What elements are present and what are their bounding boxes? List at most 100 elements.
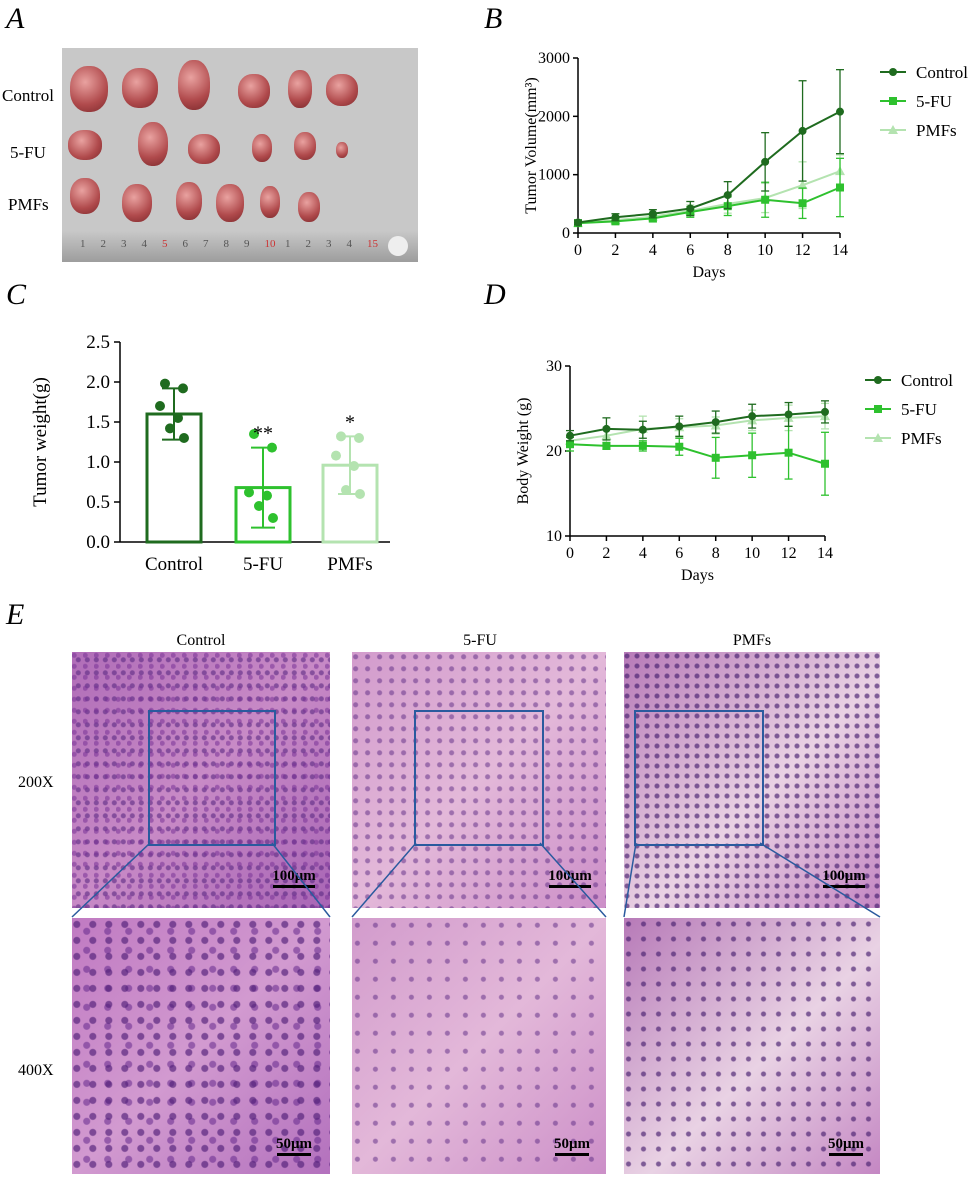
data-point xyxy=(711,453,720,462)
ruler-number: 9 xyxy=(244,238,250,250)
data-point xyxy=(267,442,277,453)
tumor-volume-chart: 0 1000 2000 3000 0 2 4 6 8 10 12 14 Days Tumor Volume… xyxy=(523,50,968,281)
data-point xyxy=(566,431,574,440)
data-point xyxy=(165,423,175,434)
series-line xyxy=(569,415,826,442)
y-tick-label: 1.5 xyxy=(86,412,110,433)
histology-control-400x: 50μm xyxy=(72,918,330,1174)
data-point xyxy=(798,126,807,135)
data-point xyxy=(836,183,844,192)
x-tick-label: 10 xyxy=(744,545,760,562)
panel-label-d: D xyxy=(484,278,506,311)
y-tick-label: 1000 xyxy=(538,167,570,184)
data-point xyxy=(888,125,898,134)
x-tick-label: PMFs xyxy=(327,554,372,575)
zoom-connector-lines xyxy=(71,842,881,918)
data-point xyxy=(821,407,829,416)
legend-label: 5-FU xyxy=(901,400,937,419)
x-tick-label: Control xyxy=(145,554,203,575)
x-tick-label: 10 xyxy=(757,242,773,259)
legend-label: PMFs xyxy=(901,429,942,448)
data-point xyxy=(874,405,882,413)
legend-label: PMFs xyxy=(916,121,957,140)
photo-row-label-pmfs: PMFs xyxy=(8,195,49,214)
y-tick-label: 10 xyxy=(546,528,562,545)
zoom-box xyxy=(634,710,764,846)
x-tick-label: 14 xyxy=(832,242,848,259)
y-tick-label: 20 xyxy=(546,443,562,460)
histology-title-control: Control xyxy=(176,632,226,649)
data-point xyxy=(784,448,793,457)
histology-title-5fu: 5-FU xyxy=(463,632,497,649)
y-axis-label: Tumor Volume(mm³) xyxy=(523,77,540,214)
x-tick-label: 4 xyxy=(639,545,647,562)
y-tick-label: 0 xyxy=(562,225,570,242)
scale-bar: 50μm xyxy=(816,1136,876,1156)
panel-label-a: A xyxy=(6,2,25,35)
x-tick-label: 6 xyxy=(686,242,694,259)
ruler: 1 2 3 4 5 6 7 8 9 10 1 2 3 4 15 xyxy=(62,230,418,262)
scale-bar: 50μm xyxy=(542,1136,602,1156)
data-point xyxy=(178,383,188,394)
data-point xyxy=(798,199,807,208)
data-point xyxy=(349,461,359,471)
data-point xyxy=(602,441,611,450)
data-point xyxy=(889,97,897,105)
data-point xyxy=(761,195,770,204)
histology-control-200x: 100μm xyxy=(72,652,330,908)
data-point xyxy=(889,68,897,76)
x-tick-label: 6 xyxy=(675,545,683,562)
data-point xyxy=(638,425,647,434)
data-point xyxy=(675,442,684,451)
x-tick-label: 12 xyxy=(795,242,811,259)
x-tick-label: 14 xyxy=(817,545,833,562)
y-tick-label: 2000 xyxy=(538,108,570,125)
panel-label-e: E xyxy=(6,598,25,631)
data-point xyxy=(648,209,657,218)
panel-label-b: B xyxy=(484,2,503,35)
ruler-number: 7 xyxy=(203,238,209,250)
y-tick-label: 2.0 xyxy=(86,372,110,393)
x-tick-label: 8 xyxy=(724,242,732,259)
scale-bar: 50μm xyxy=(264,1136,324,1156)
data-point xyxy=(675,422,684,431)
data-point xyxy=(173,413,183,423)
x-tick-label: 4 xyxy=(649,242,657,259)
data-point xyxy=(336,431,346,442)
data-point xyxy=(160,378,170,389)
ruler-number: 10 xyxy=(264,238,276,250)
ruler-number: 2 xyxy=(305,238,312,250)
data-point xyxy=(723,191,732,200)
data-point xyxy=(341,485,351,495)
data-point xyxy=(331,450,341,461)
data-point xyxy=(355,489,365,499)
data-point xyxy=(611,213,620,222)
x-tick-label: 5-FU xyxy=(243,554,283,575)
data-point xyxy=(748,451,757,460)
y-axis-label: Body Weight (g) xyxy=(515,398,532,505)
photo-row-label-control: Control xyxy=(2,86,54,105)
ruler-number: 5 xyxy=(162,238,168,250)
y-tick-label: 0.0 xyxy=(86,532,110,553)
significance-marker: * xyxy=(345,411,355,433)
scale-bar: 100μm xyxy=(814,868,874,888)
legend-label: Control xyxy=(916,63,968,82)
data-point xyxy=(244,487,254,498)
data-point xyxy=(179,433,189,443)
x-tick-label: 0 xyxy=(566,545,574,562)
data-point xyxy=(874,376,882,384)
ruler-number: 6 xyxy=(182,238,189,250)
series-line xyxy=(569,410,826,437)
data-point xyxy=(748,412,757,421)
tumor-photo: 1 2 3 4 5 6 7 8 9 10 1 2 3 4 15 xyxy=(62,48,418,262)
ruler-number: 15 xyxy=(367,238,378,250)
ruler-number: 4 xyxy=(141,238,148,250)
x-axis-label: Days xyxy=(681,567,714,584)
scale-bar: 100μm xyxy=(264,868,324,888)
series-line xyxy=(577,170,841,225)
histology-5fu-400x: 50μm xyxy=(352,918,606,1174)
data-point xyxy=(268,513,278,523)
zoom-box xyxy=(414,710,544,846)
series-line xyxy=(577,186,841,225)
legend-label: Control xyxy=(901,371,953,390)
